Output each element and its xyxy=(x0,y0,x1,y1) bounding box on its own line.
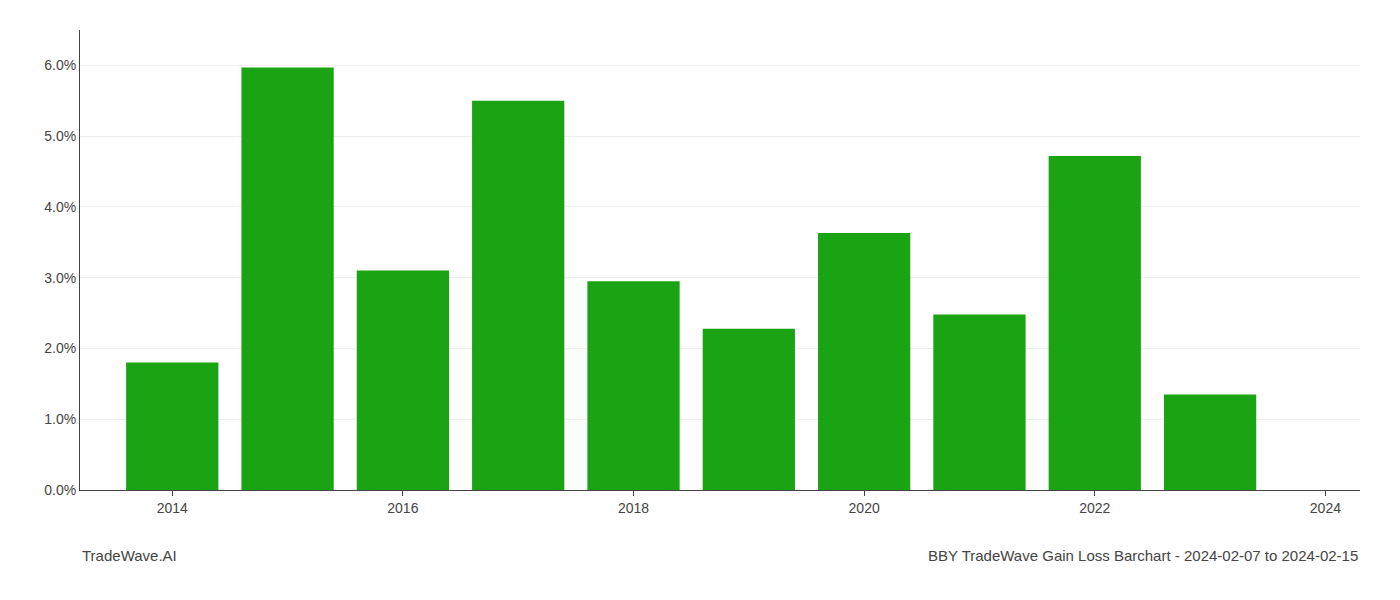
svg-text:1.0%: 1.0% xyxy=(44,411,76,427)
svg-text:2022: 2022 xyxy=(1079,500,1110,516)
svg-text:2016: 2016 xyxy=(387,500,418,516)
svg-text:2020: 2020 xyxy=(849,500,880,516)
svg-text:TradeWave.AI: TradeWave.AI xyxy=(82,547,177,564)
svg-text:6.0%: 6.0% xyxy=(44,57,76,73)
svg-text:2014: 2014 xyxy=(157,500,188,516)
svg-text:2018: 2018 xyxy=(618,500,649,516)
svg-text:4.0%: 4.0% xyxy=(44,199,76,215)
svg-text:5.0%: 5.0% xyxy=(44,128,76,144)
svg-text:0.0%: 0.0% xyxy=(44,482,76,498)
svg-text:2.0%: 2.0% xyxy=(44,340,76,356)
svg-text:3.0%: 3.0% xyxy=(44,270,76,286)
svg-text:BBY TradeWave Gain Loss Barcha: BBY TradeWave Gain Loss Barchart - 2024-… xyxy=(928,547,1358,564)
svg-text:2024: 2024 xyxy=(1310,500,1341,516)
